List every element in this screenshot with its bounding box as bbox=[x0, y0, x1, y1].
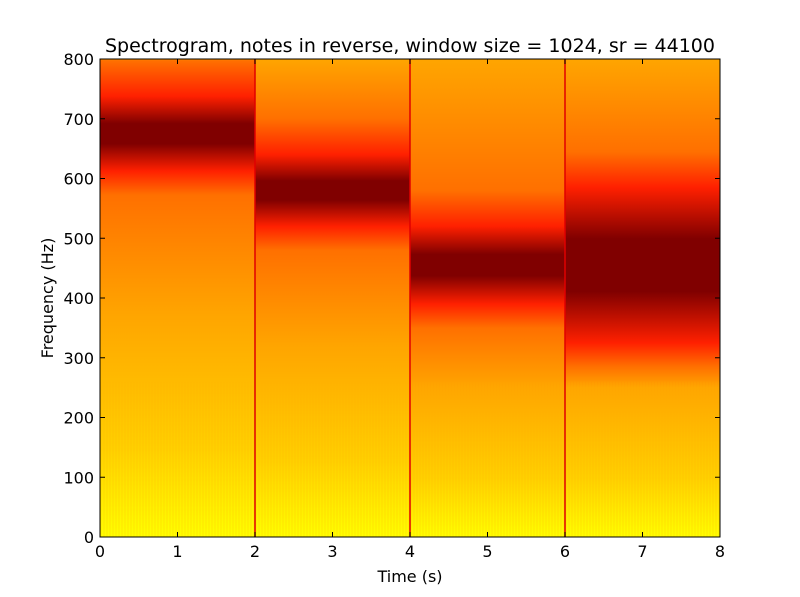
y-axis-label: Frequency (Hz) bbox=[38, 238, 57, 359]
segment-texture-3 bbox=[410, 381, 565, 537]
segment-texture-4 bbox=[565, 381, 720, 537]
x-tick-label: 0 bbox=[95, 542, 105, 561]
y-tick-label: 400 bbox=[63, 289, 94, 308]
spectrogram-segment-4 bbox=[565, 59, 720, 537]
y-tick-label: 700 bbox=[63, 110, 94, 129]
spectrogram-segment-2 bbox=[255, 59, 410, 537]
y-tick-label: 100 bbox=[63, 468, 94, 487]
x-tick-label: 8 bbox=[715, 542, 725, 561]
x-axis-label: Time (s) bbox=[376, 567, 442, 586]
spectrogram-segment-1 bbox=[100, 59, 255, 537]
x-tick-label: 4 bbox=[405, 542, 415, 561]
x-tick-label: 2 bbox=[250, 542, 260, 561]
segment-texture-2 bbox=[255, 381, 410, 537]
chart-title: Spectrogram, notes in reverse, window si… bbox=[105, 35, 715, 57]
y-tick-label: 600 bbox=[63, 170, 94, 189]
plot-area bbox=[100, 59, 720, 537]
y-axis: 0 100 200 300 400 500 600 700 800 bbox=[63, 50, 720, 547]
y-tick-label: 500 bbox=[63, 229, 94, 248]
x-axis: 0 1 2 3 4 5 6 7 8 bbox=[95, 59, 725, 561]
x-tick-label: 3 bbox=[327, 542, 337, 561]
y-tick-label: 800 bbox=[63, 50, 94, 69]
x-tick-label: 6 bbox=[560, 542, 570, 561]
y-tick-label: 300 bbox=[63, 349, 94, 368]
y-tick-label: 200 bbox=[63, 409, 94, 428]
x-tick-label: 7 bbox=[637, 542, 647, 561]
y-tick-label: 0 bbox=[84, 528, 94, 547]
spectrogram-segment-3 bbox=[410, 59, 565, 537]
x-tick-label: 1 bbox=[172, 542, 182, 561]
segment-texture-1 bbox=[100, 381, 255, 537]
x-tick-label: 5 bbox=[482, 542, 492, 561]
